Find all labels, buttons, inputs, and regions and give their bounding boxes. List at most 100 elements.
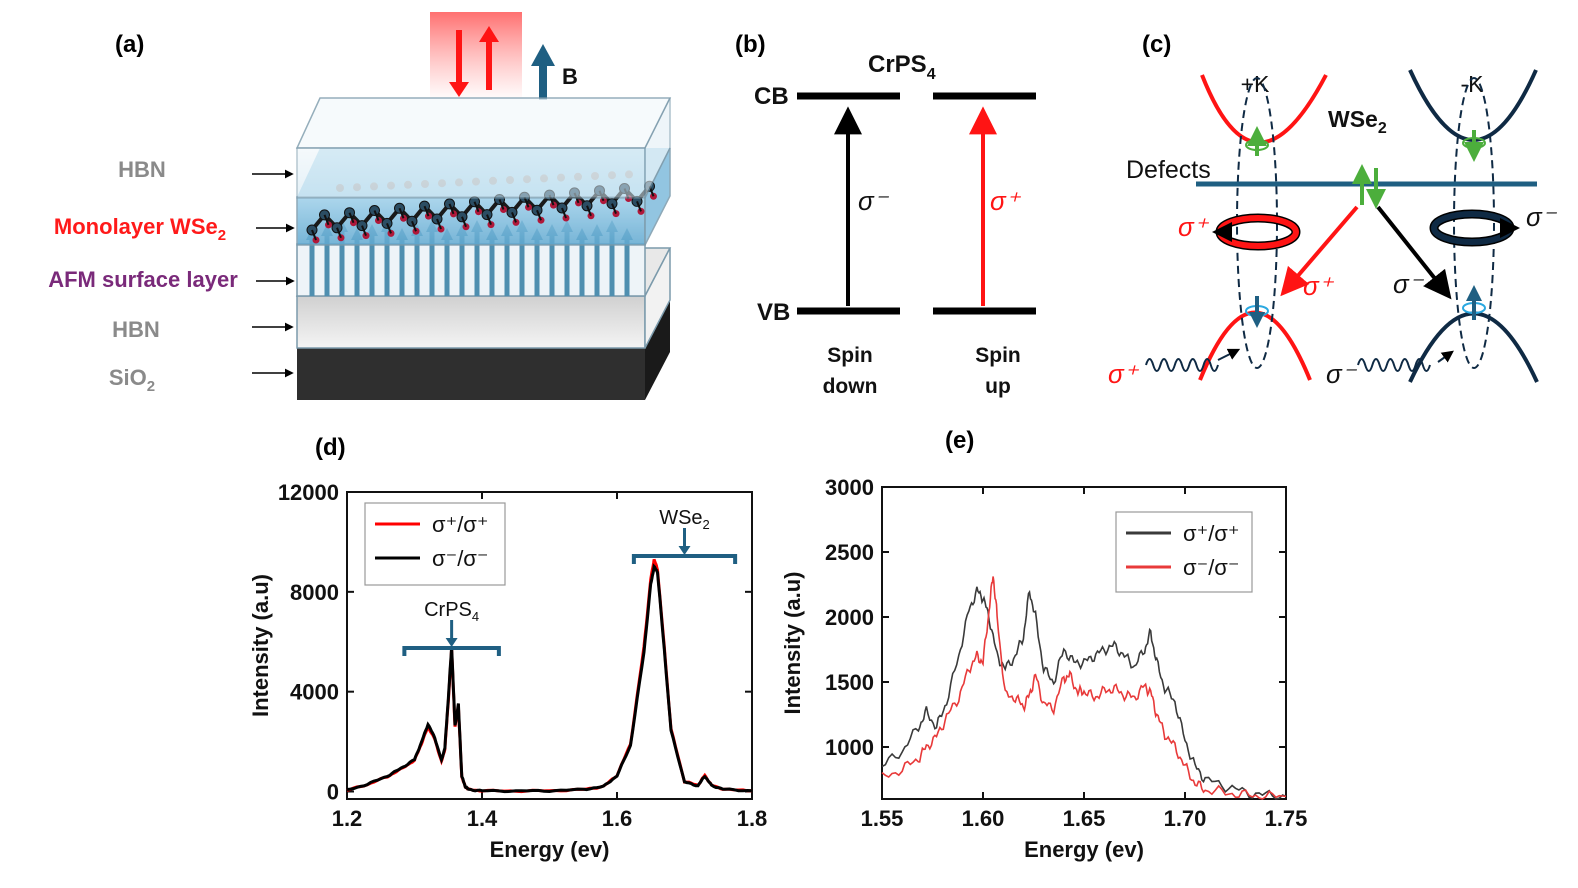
panel-b: (b) CrPS4 CB VB σ⁻ σ⁺ Spin down Spin up (735, 31, 1036, 398)
peak-bracket (402, 646, 501, 656)
legend-label: σ⁺/σ⁺ (432, 512, 489, 537)
lattice-bond (398, 207, 405, 219)
plot-frame (346, 491, 753, 800)
lattice-bond (498, 199, 505, 210)
incident-photon-sigma-plus (1145, 358, 1219, 372)
defects-label: Defects (1126, 156, 1211, 184)
afm-layer-front (296, 243, 646, 297)
x-tick-label: 1.2 (332, 806, 363, 831)
laser-down-arrowhead (449, 82, 469, 97)
hbn-bottom-side (644, 247, 671, 349)
x-tick-label: 1.6 (602, 806, 633, 831)
incident-photon-sigma-plus-arrow (1217, 348, 1241, 361)
peak-annotation: CrPS4 (424, 599, 479, 624)
defect-to-plus-k-arrow (1280, 205, 1359, 297)
lattice-bond (348, 212, 355, 224)
sigma-minus-label-b: σ⁻ (858, 186, 890, 216)
spin-down-plus-k-vb (1245, 296, 1269, 328)
lattice-bond (423, 205, 430, 217)
spin-down-label-1: Spin (827, 344, 873, 367)
defect-to-minus-k-arrow (1376, 205, 1452, 300)
vb-label: VB (757, 299, 790, 326)
sio2-side (645, 300, 670, 400)
x-tick-label: 1.65 (1063, 806, 1106, 831)
sigma-plus-label-b: σ⁺ (990, 186, 1022, 216)
spin-up-minus-k-vb (1462, 285, 1486, 320)
incident-photon-sigma-minus (1357, 358, 1431, 372)
lattice-bond (636, 201, 642, 212)
panel-e: (e) 1.55 1.60 1.65 1.70 1.75 1000 1500 2000 2500… (780, 427, 1307, 862)
lattice-bond (511, 212, 517, 223)
chart-d: 1.2 1.4 1.6 1.8 0 4000 8000 12000 Energy (ev) Int… (248, 480, 767, 862)
series-line-sigma-minus (881, 576, 1287, 800)
sigma-minus-rotation-icon (1429, 209, 1520, 247)
panel-c-label: (c) (1142, 31, 1171, 58)
afm-spin-arrows (306, 220, 633, 296)
legend-label: σ⁺/σ⁺ (1183, 521, 1240, 546)
y-axis-label: Intensity (a.u) (780, 571, 805, 714)
spin-up-label-2: up (985, 375, 1011, 398)
sigma-minus-label-c2: σ⁻ (1393, 269, 1425, 299)
hbn-bottom-front (296, 295, 646, 349)
panel-b-title: CrPS4 (868, 51, 936, 83)
sigma-plus-rotation-icon (1212, 213, 1301, 251)
x-tick-label: 1.60 (962, 806, 1005, 831)
lattice-bond (373, 210, 380, 221)
peak-bracket (631, 554, 738, 564)
lattice-bond (461, 216, 467, 228)
legend-box (1115, 511, 1253, 593)
y-tick-label: 8000 (290, 580, 339, 605)
lattice-bond (486, 214, 492, 225)
x-tick-label: 1.8 (737, 806, 768, 831)
x-tick-label: 1.55 (861, 806, 904, 831)
y-axis-label: Intensity (a.u) (248, 574, 273, 717)
x-tick-label: 1.75 (1265, 806, 1308, 831)
y-tick-label: 2000 (825, 605, 874, 630)
y-tick-label: 12000 (278, 480, 339, 505)
lattice-bond (311, 229, 317, 241)
legend-box (364, 502, 506, 586)
legend-label: σ⁻/σ⁻ (1183, 555, 1240, 580)
panel-e-label: (e) (945, 427, 974, 454)
b-field-label: B (562, 64, 578, 89)
lattice-bond (561, 207, 567, 219)
x-tick-label: 1.4 (467, 806, 498, 831)
sigma-plus-label-c1: σ⁺ (1178, 212, 1210, 242)
series-line-sigma-plus (881, 586, 1287, 800)
sio2-front (297, 348, 645, 400)
series-line-sigma-minus (346, 563, 753, 794)
peak-annotation: WSe2 (659, 507, 710, 532)
hbn-top-side (644, 97, 671, 199)
lattice-bond (586, 205, 592, 217)
laser-beam (430, 12, 522, 97)
lattice-bond (336, 227, 342, 239)
y-tick-label: 3000 (825, 475, 874, 500)
peak-arrowhead (445, 638, 458, 647)
plus-k-label: +K (1241, 71, 1270, 97)
panel-c: (c) +K -K WSe2 Defects (1108, 31, 1558, 389)
lattice-bond (448, 203, 455, 215)
layer-label-wse2: Monolayer WSe2 (54, 214, 226, 244)
layer-label-afm: AFM surface layer (48, 267, 238, 292)
sigma-plus-label-c3: σ⁺ (1108, 359, 1140, 389)
x-axis-label: Energy (ev) (1024, 837, 1144, 862)
y-tick-label: 1000 (825, 735, 874, 760)
lattice-bond (323, 214, 330, 226)
chart-e: 1.55 1.60 1.65 1.70 1.75 1000 1500 2000 2500 3000… (780, 475, 1307, 862)
minus-k-valence-band (1408, 311, 1539, 383)
x-tick-label: 1.70 (1164, 806, 1207, 831)
lattice-bond (361, 225, 367, 236)
panel-a-label: (a) (115, 31, 144, 58)
y-tick-label: 0 (327, 780, 339, 805)
lattice-bond (386, 223, 392, 234)
layer-label-hbn-bottom: HBN (112, 317, 160, 342)
spin-up-label-1: Spin (975, 344, 1021, 367)
sigma-minus-label-c1: σ⁻ (1526, 202, 1558, 232)
lattice-bond (411, 220, 417, 232)
laser-up-arrowhead (479, 26, 499, 42)
panel-a: (a) B HBN Monolayer WSe2 A (48, 12, 672, 400)
y-tick-label: 4000 (290, 680, 339, 705)
peak-arrowhead (678, 546, 691, 555)
minus-k-valley-ellipse (1453, 77, 1495, 369)
